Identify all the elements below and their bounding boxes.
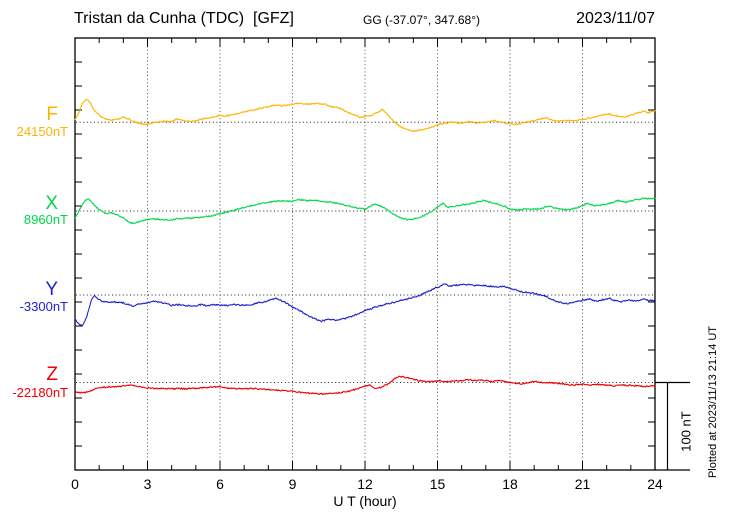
- x-tick-label: 21: [574, 476, 591, 492]
- series-baseline-X: 8960nT: [23, 212, 68, 227]
- plotted-at-note: Plotted at 2023/11/13 21:14 UT: [707, 325, 719, 479]
- series-label-X: X: [45, 193, 58, 214]
- trace-Z: [74, 375, 656, 395]
- series-baseline-Y: -3300nT: [19, 299, 68, 314]
- trace-X: [74, 197, 656, 225]
- x-tick-label: 18: [502, 476, 518, 492]
- plot-frame: [74, 37, 656, 471]
- series-baseline-F: 24150nT: [16, 124, 68, 139]
- axis-ticks: [74, 38, 656, 470]
- x-tick-label: 6: [216, 476, 224, 492]
- series-label-Y: Y: [45, 279, 58, 300]
- x-tick-label: 9: [288, 476, 297, 492]
- station-title: Tristan da Cunha (TDC) [GFZ]: [74, 10, 294, 27]
- x-tick-label: 0: [71, 476, 79, 492]
- scale-bar: [655, 381, 690, 471]
- x-tick-label: 15: [429, 476, 446, 492]
- plot-date: 2023/11/07: [576, 10, 655, 27]
- x-tick-label: 3: [143, 476, 152, 492]
- series-baseline-Z: -22180nT: [12, 385, 68, 400]
- trace-F: [74, 98, 656, 133]
- geographic-coords: GG (-37.07°, 347.68°): [363, 13, 480, 27]
- series-label-Z: Z: [46, 364, 58, 385]
- x-tick-label: 12: [357, 476, 373, 492]
- series-label-F: F: [46, 104, 58, 125]
- x-axis-label: U T (hour): [333, 493, 397, 509]
- gridlines: [76, 39, 654, 469]
- trace-Y: [74, 283, 656, 327]
- x-tick-label: 24: [647, 476, 663, 492]
- scale-bar-label: 100 nT: [678, 411, 694, 452]
